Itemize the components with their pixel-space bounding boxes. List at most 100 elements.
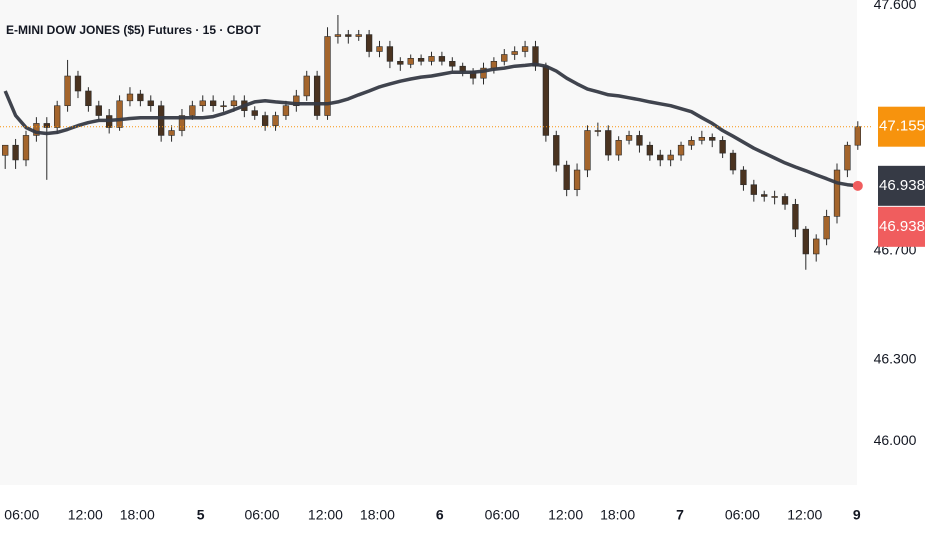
candle-body <box>147 100 154 107</box>
candle-body <box>74 75 82 92</box>
price-label-box <box>878 106 925 147</box>
candle-body <box>584 130 591 171</box>
candle-body <box>719 140 726 154</box>
candle-body <box>459 65 466 72</box>
candle-body <box>594 130 602 132</box>
candle-body <box>209 100 217 107</box>
candle-body <box>345 34 352 37</box>
x-tick-label: 06:00 <box>4 507 39 523</box>
x-tick-label: 6 <box>436 507 444 523</box>
candle-body <box>54 105 61 128</box>
candle-body <box>64 75 71 107</box>
x-tick-label: 18:00 <box>600 507 635 523</box>
candle-body <box>501 54 508 62</box>
candle-body <box>313 75 321 116</box>
price-label-box <box>878 206 925 247</box>
candle-body <box>729 152 737 171</box>
x-tick-label: 12:00 <box>308 507 343 523</box>
candle-body <box>750 184 757 195</box>
candle-body <box>802 228 809 255</box>
moving-average-line <box>3 62 858 188</box>
candle-body <box>605 130 612 156</box>
candle-body <box>625 135 633 141</box>
x-tick-label: 12:00 <box>548 507 583 523</box>
candle-body <box>438 56 446 62</box>
candle-body <box>844 144 851 171</box>
x-tick-label: 06:00 <box>725 507 760 523</box>
candle-body <box>563 164 570 190</box>
candle-body <box>168 130 175 136</box>
x-tick-label: 18:00 <box>360 507 395 523</box>
candle-body <box>178 115 186 131</box>
candle-body <box>189 105 196 116</box>
plot-area <box>0 0 857 485</box>
candle-body <box>657 154 664 161</box>
candle-body <box>334 34 342 37</box>
candle-body <box>85 90 92 107</box>
candle-body <box>511 51 518 55</box>
candle-body <box>199 100 206 107</box>
y-tick-label: 46.000 <box>874 432 917 448</box>
candle-body <box>12 144 19 161</box>
candle-body <box>573 169 581 190</box>
candle-body <box>833 169 841 217</box>
price-label-box <box>878 165 925 206</box>
candle-body <box>251 110 258 116</box>
candle-body <box>667 154 674 161</box>
candle-body <box>449 61 456 67</box>
candle-body <box>813 238 820 255</box>
candle-body <box>386 46 394 62</box>
candle-body <box>261 115 269 126</box>
candle-body <box>521 46 529 52</box>
x-tick-label: 12:00 <box>68 507 103 523</box>
candle-body <box>397 61 404 65</box>
moving-average-dot <box>852 180 863 191</box>
candle-body <box>761 194 768 197</box>
candle-body <box>220 105 227 108</box>
candle-body <box>781 196 789 205</box>
candle-body <box>615 140 622 156</box>
x-tick-label: 5 <box>197 507 205 523</box>
candle-body <box>293 95 300 107</box>
candle-body <box>771 196 778 198</box>
x-tick-label: 06:00 <box>244 507 279 523</box>
candle-body <box>688 140 695 146</box>
candle-body <box>230 100 238 107</box>
candle-body <box>490 61 498 69</box>
candle-body <box>677 144 685 156</box>
candle-body <box>376 46 383 52</box>
candle-body <box>428 56 435 62</box>
x-tick-label: 7 <box>676 507 684 523</box>
candle-body <box>2 144 9 156</box>
candle-body <box>137 93 144 102</box>
price-label: 47.155 <box>879 118 925 135</box>
candle-body <box>709 137 716 141</box>
candle-body <box>646 144 654 156</box>
x-tick-label: 9 <box>853 507 861 523</box>
candle-body <box>355 34 362 37</box>
x-tick-label: 18:00 <box>120 507 155 523</box>
y-tick-label: 46.300 <box>874 350 917 366</box>
candle-body <box>740 169 747 186</box>
candle-body <box>272 115 279 126</box>
candle-body <box>792 204 799 230</box>
candle-body <box>126 93 134 102</box>
candle-body <box>365 34 373 52</box>
candle-body <box>158 105 165 136</box>
x-tick-label: 12:00 <box>787 507 822 523</box>
candle-body <box>417 58 425 62</box>
candle-body <box>116 100 123 128</box>
candle-body <box>303 75 310 97</box>
price-label: 46.938 <box>879 177 925 194</box>
candle-body <box>407 58 414 65</box>
candle-body <box>532 46 539 67</box>
candle-body <box>43 123 50 128</box>
candle-body <box>542 65 550 136</box>
candle-body <box>95 105 102 116</box>
candle-body <box>282 105 290 116</box>
candle-body <box>553 135 560 166</box>
candle-body <box>854 126 861 146</box>
price-label: 46.938 <box>879 218 925 235</box>
candle-body <box>324 36 331 116</box>
